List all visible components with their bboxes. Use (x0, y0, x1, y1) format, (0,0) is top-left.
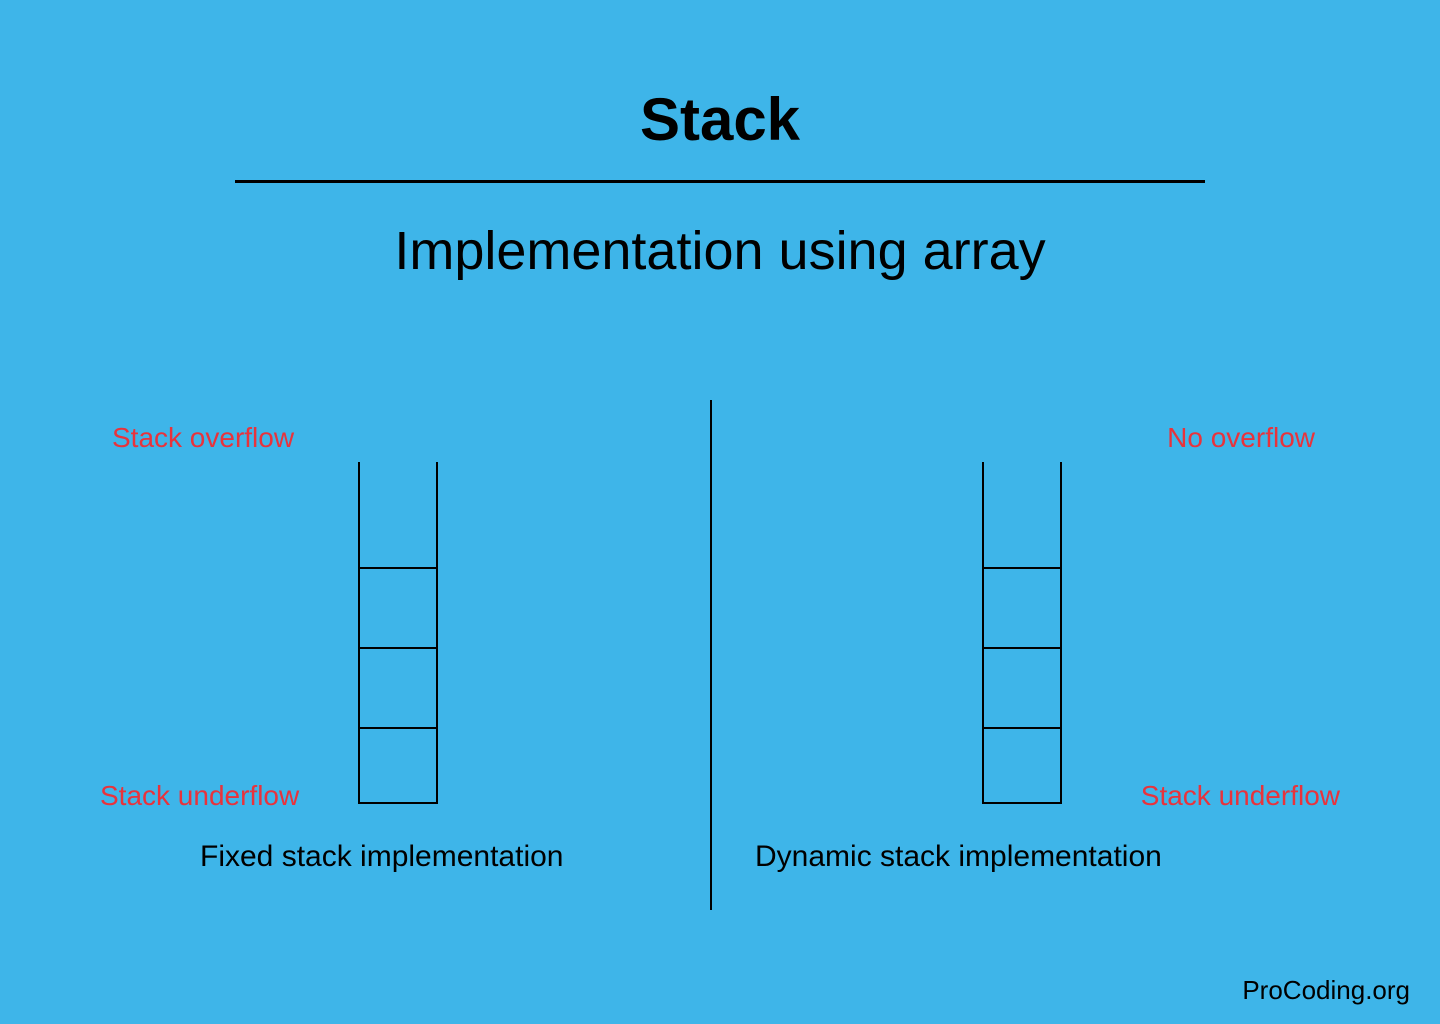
center-divider (710, 400, 712, 910)
left-overflow-label: Stack overflow (112, 422, 294, 454)
stack-rung (358, 727, 438, 729)
page-subtitle: Implementation using array (394, 220, 1045, 282)
stack-rung (982, 727, 1062, 729)
dynamic-stack-diagram (982, 462, 1062, 804)
title-underline (235, 180, 1205, 183)
dynamic-stack-caption: Dynamic stack implementation (755, 840, 1162, 874)
stack-wall-left (358, 462, 360, 804)
watermark: ProCoding.org (1242, 975, 1410, 1006)
right-overflow-label: No overflow (1167, 422, 1315, 454)
right-underflow-label: Stack underflow (1141, 780, 1340, 812)
left-underflow-label: Stack underflow (100, 780, 299, 812)
stack-rung (982, 802, 1062, 804)
fixed-stack-caption: Fixed stack implementation (200, 840, 564, 874)
stack-wall-left (982, 462, 984, 804)
stack-rung (982, 647, 1062, 649)
fixed-stack-diagram (358, 462, 438, 804)
stack-rung (358, 802, 438, 804)
page-title: Stack (640, 85, 800, 154)
stack-rung (982, 567, 1062, 569)
stack-rung (358, 567, 438, 569)
stack-rung (358, 647, 438, 649)
stack-wall-right (1060, 462, 1062, 804)
stack-wall-right (436, 462, 438, 804)
